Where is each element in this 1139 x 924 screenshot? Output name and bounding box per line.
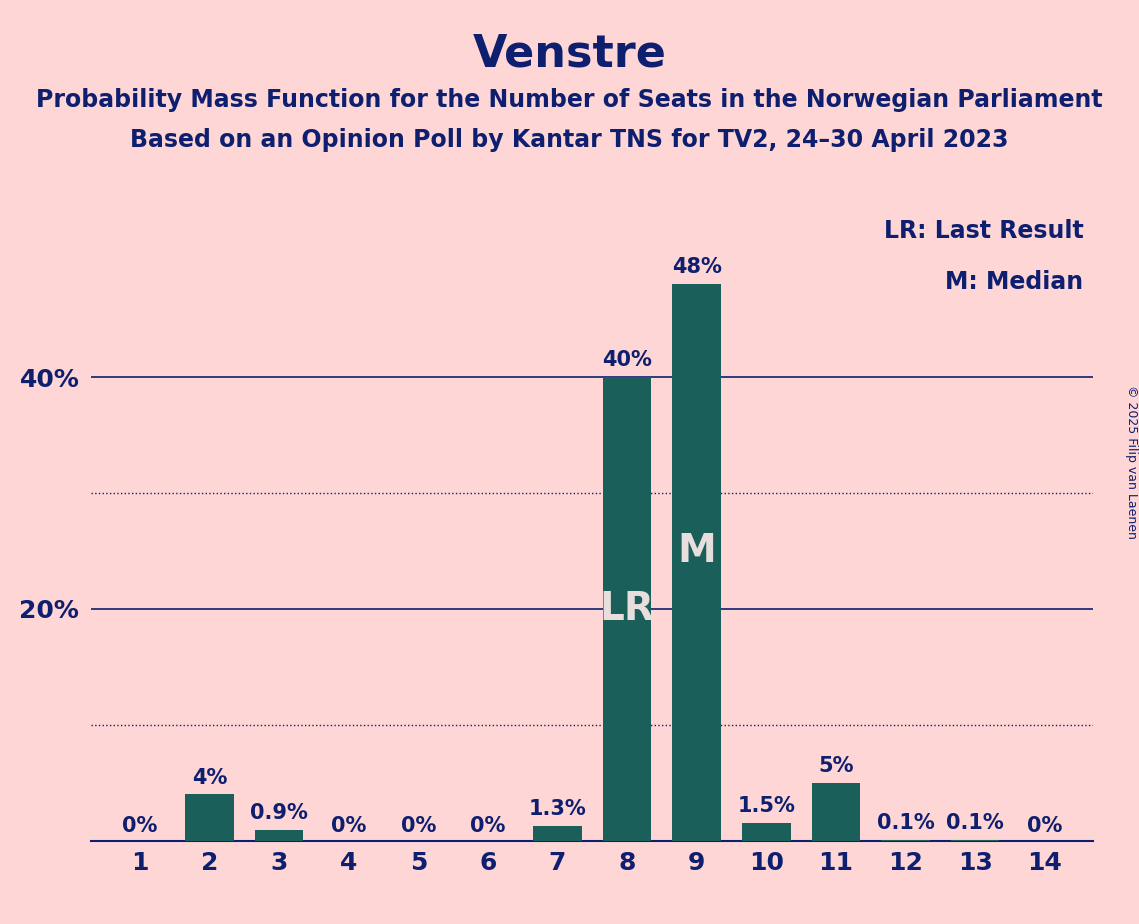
Text: Probability Mass Function for the Number of Seats in the Norwegian Parliament: Probability Mass Function for the Number… [36, 88, 1103, 112]
Text: 0%: 0% [122, 816, 157, 836]
Text: 0%: 0% [331, 816, 367, 836]
Text: M: Median: M: Median [945, 270, 1083, 294]
Bar [951, 840, 1000, 841]
Text: 0.1%: 0.1% [877, 813, 934, 833]
Bar [812, 783, 860, 841]
Text: 40%: 40% [603, 350, 652, 371]
Text: 0%: 0% [470, 816, 506, 836]
Text: 4%: 4% [191, 768, 227, 787]
Bar [882, 840, 929, 841]
Text: Based on an Opinion Poll by Kantar TNS for TV2, 24–30 April 2023: Based on an Opinion Poll by Kantar TNS f… [130, 128, 1009, 152]
Text: 0.9%: 0.9% [251, 804, 308, 823]
Text: 1.3%: 1.3% [528, 799, 587, 819]
Text: 0.1%: 0.1% [947, 813, 1003, 833]
Text: Venstre: Venstre [473, 32, 666, 76]
Text: LR: LR [599, 590, 655, 628]
Text: 5%: 5% [818, 756, 853, 776]
Bar [741, 823, 790, 841]
Text: 48%: 48% [672, 258, 722, 277]
Bar [603, 377, 652, 841]
Text: © 2025 Filip van Laenen: © 2025 Filip van Laenen [1124, 385, 1138, 539]
Bar [672, 285, 721, 841]
Text: 0%: 0% [401, 816, 436, 836]
Bar [255, 831, 303, 841]
Text: 0%: 0% [1027, 816, 1063, 836]
Bar [533, 826, 582, 841]
Text: M: M [678, 532, 716, 570]
Bar [186, 795, 233, 841]
Text: 1.5%: 1.5% [737, 796, 795, 817]
Text: LR: Last Result: LR: Last Result [884, 219, 1083, 243]
